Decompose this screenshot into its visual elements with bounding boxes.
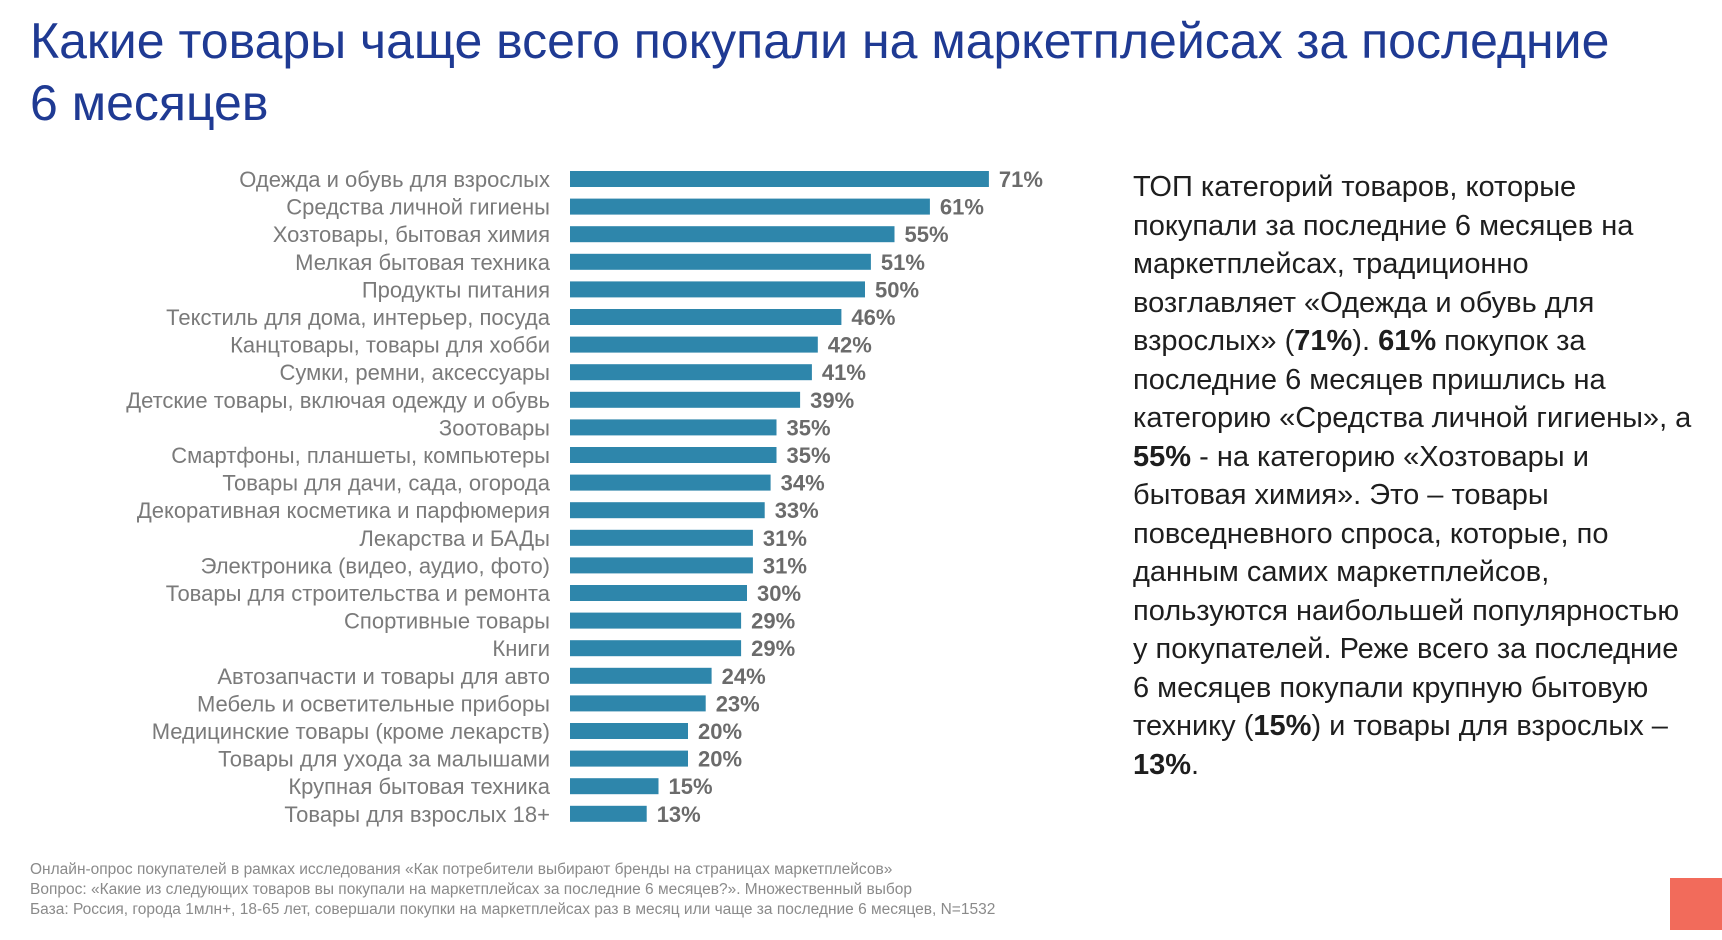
value-label: 35% — [787, 415, 831, 440]
category-label: Продукты питания — [362, 277, 550, 302]
summary-fragment: покупок за последние 6 месяцев пришлись … — [1133, 325, 1692, 434]
bar — [570, 667, 712, 684]
category-label: Лекарства и БАДы — [359, 526, 550, 551]
category-label: Зоотовары — [439, 415, 550, 440]
category-label: Медицинские товары (кроме лекарств) — [152, 719, 550, 744]
footnotes: Онлайн-опрос покупателей в рамках исслед… — [30, 860, 1530, 920]
category-label: Крупная бытовая техника — [288, 774, 550, 799]
value-label: 51% — [881, 250, 925, 275]
value-label: 39% — [810, 388, 854, 413]
bar-chart: Одежда и обувь для взрослых 71% Средства л… — [126, 167, 1043, 827]
bar — [570, 557, 753, 574]
value-label: 35% — [787, 443, 831, 468]
bar — [570, 750, 688, 767]
value-label: 30% — [757, 581, 801, 606]
bar — [570, 391, 801, 408]
page-title: Какие товары чаще всего покупали на марк… — [30, 13, 1610, 131]
summary-fragment: - на категорию «Хозтовары и бытовая хими… — [1133, 440, 1680, 743]
summary-fragment: ). — [1352, 325, 1379, 357]
bar — [570, 281, 865, 298]
summary-text: ТОП категорий товаров, которые покупали … — [1133, 168, 1693, 784]
bar — [570, 309, 842, 325]
category-label: Смартфоны, планшеты, компьютеры — [171, 443, 550, 468]
value-label: 33% — [775, 498, 819, 523]
category-label: Автозапчасти и товары для авто — [217, 664, 550, 689]
footnote-survey: Онлайн-опрос покупателей в рамках исслед… — [30, 861, 893, 878]
category-label: Текстиль для дома, интерьер, посуда — [166, 305, 551, 330]
category-label: Мебель и осветительные приборы — [197, 691, 550, 716]
bar — [570, 198, 930, 215]
category-label: Детские товары, включая одежду и обувь — [126, 388, 550, 413]
bar — [570, 226, 895, 243]
value-label: 24% — [722, 664, 766, 689]
category-label: Декоративная косметика и парфюмерия — [137, 498, 550, 523]
bar — [570, 695, 706, 712]
footnote-base: База: Россия, города 1млн+, 18-65 лет, с… — [30, 901, 996, 918]
bar — [570, 529, 753, 546]
category-label: Сумки, ремни, аксессуары — [279, 360, 550, 385]
summary-highlight: 15% — [1253, 710, 1312, 742]
bar — [570, 253, 871, 270]
bar — [570, 640, 742, 657]
bar — [570, 364, 812, 381]
value-label: 46% — [851, 305, 895, 330]
value-label: 42% — [828, 333, 872, 358]
value-label: 31% — [763, 553, 807, 578]
category-label: Спортивные товары — [344, 609, 550, 634]
value-label: 13% — [657, 802, 701, 827]
category-label: Средства личной гигиены — [286, 195, 550, 220]
summary-highlight: 71% — [1294, 325, 1353, 357]
bar — [570, 419, 777, 436]
bar — [570, 778, 659, 795]
category-label: Товары для строительства и ремонта — [166, 581, 551, 606]
footnote-question: Вопрос: «Какие из следующих товаров вы п… — [30, 881, 912, 898]
bar — [570, 723, 688, 739]
category-label: Товары для дачи, сада, огорода — [222, 471, 550, 496]
summary-highlight: 61% — [1378, 325, 1437, 357]
bar — [570, 447, 777, 463]
value-label: 20% — [698, 747, 742, 772]
corner-accent-block — [1670, 878, 1722, 930]
category-label: Мелкая бытовая техника — [295, 250, 551, 275]
summary-highlight: 55% — [1133, 440, 1192, 473]
category-label: Одежда и обувь для взрослых — [239, 167, 550, 192]
category-label: Канцтовары, товары для хобби — [230, 333, 550, 358]
category-label: Книги — [492, 636, 550, 661]
summary-fragment: . — [1191, 748, 1200, 781]
value-label: 20% — [698, 719, 742, 744]
bar — [570, 502, 765, 519]
bar — [570, 474, 771, 491]
bar — [570, 171, 989, 187]
value-label: 29% — [751, 609, 795, 634]
value-label: 50% — [875, 277, 919, 302]
category-label: Хозтовары, бытовая химия — [273, 222, 550, 247]
value-label: 31% — [763, 526, 807, 551]
category-label: Электроника (видео, аудио, фото) — [201, 553, 550, 578]
value-label: 29% — [751, 636, 795, 661]
value-label: 61% — [940, 195, 984, 220]
value-label: 15% — [669, 774, 713, 799]
bar — [570, 336, 818, 353]
summary-highlight: 13% — [1133, 748, 1192, 781]
value-label: 41% — [822, 360, 866, 385]
bar — [570, 585, 747, 601]
value-label: 71% — [999, 167, 1043, 192]
bar — [570, 805, 647, 822]
category-label: Товары для ухода за малышами — [218, 747, 550, 772]
value-label: 34% — [781, 471, 825, 496]
bar — [570, 612, 742, 629]
summary-fragment: ) и товары для взрослых – — [1311, 710, 1668, 742]
category-label: Товары для взрослых 18+ — [284, 802, 550, 827]
summary-fragment: ТОП категорий товаров, которые покупали … — [1133, 171, 1634, 357]
value-label: 23% — [716, 691, 760, 716]
value-label: 55% — [905, 222, 949, 247]
